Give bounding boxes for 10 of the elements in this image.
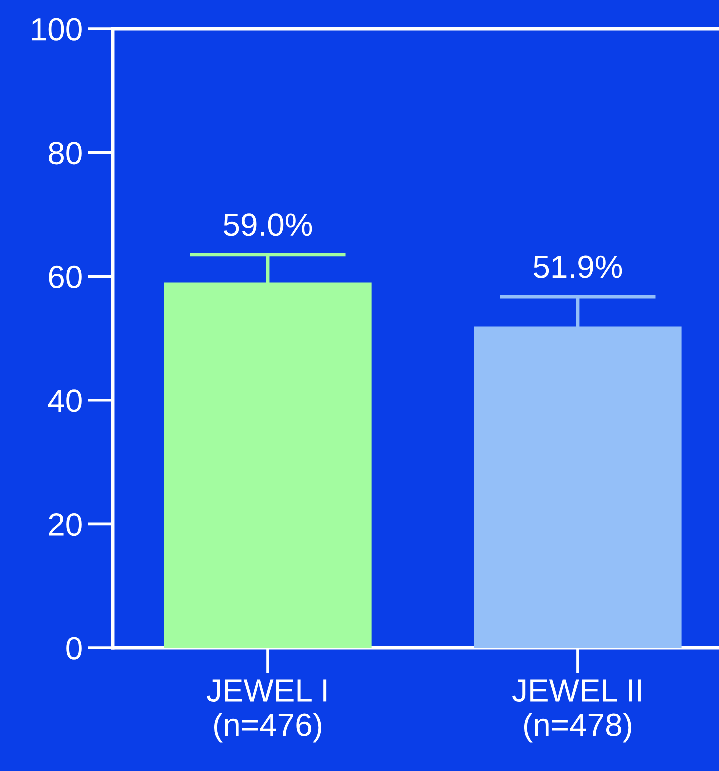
y-tick-label: 60 <box>49 266 82 288</box>
data-label: 59.0% <box>224 214 312 236</box>
x-tick-label: JEWEL II (n=478) <box>512 680 641 743</box>
y-tick-label: 80 <box>49 142 82 165</box>
y-tick-label: 0 <box>66 637 82 660</box>
data-label: 51.9% <box>534 256 622 278</box>
y-tick-label: 20 <box>49 513 82 536</box>
y-tick-label: 40 <box>48 390 82 412</box>
x-tick-label: JEWEL I (n=476) <box>206 680 327 743</box>
y-tick-label: 100 <box>32 18 82 41</box>
